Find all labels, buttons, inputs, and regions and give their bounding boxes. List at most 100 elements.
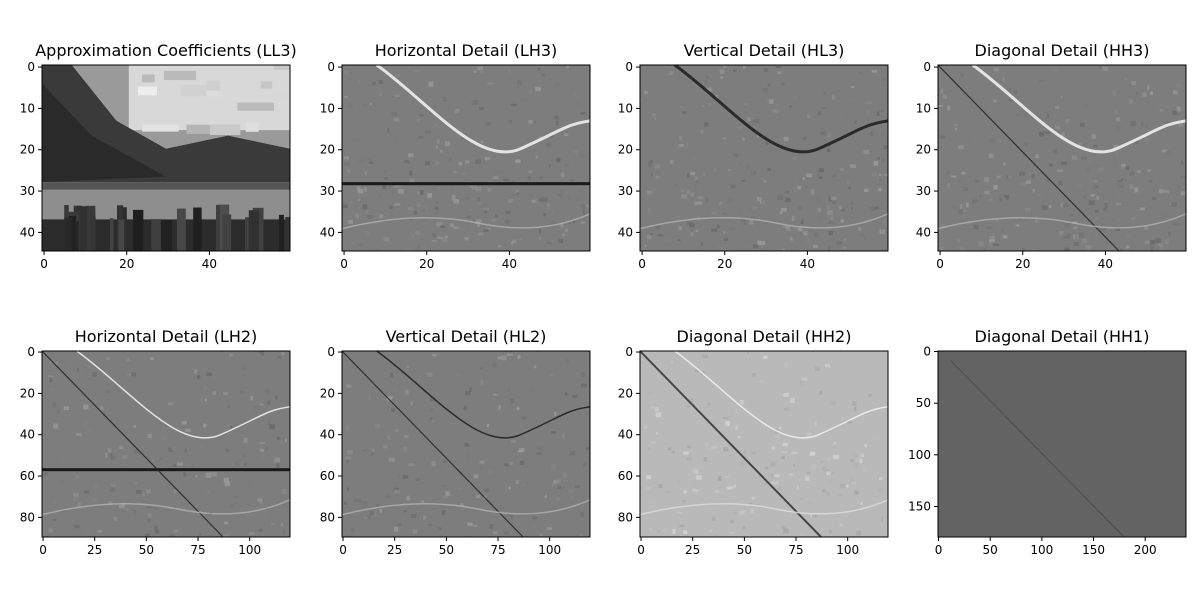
y-tick-label: 40 <box>320 225 335 239</box>
axes-frame <box>639 350 889 538</box>
y-tick-label: 20 <box>20 143 35 157</box>
y-tick-label: 30 <box>20 184 35 198</box>
x-tick-label: 20 <box>119 257 134 271</box>
y-tick-label: 20 <box>320 386 335 400</box>
panel-image <box>42 65 290 251</box>
panel-image <box>938 65 1186 251</box>
y-tick-label: 0 <box>327 60 335 74</box>
x-tick-label: 100 <box>238 543 261 557</box>
x-tick-label: 150 <box>1082 543 1105 557</box>
panel-image <box>42 351 290 537</box>
y-tick-label: 40 <box>916 225 931 239</box>
x-tick-label: 100 <box>836 543 859 557</box>
x-tick-label: 40 <box>1098 257 1113 271</box>
y-tick-label: 40 <box>618 428 633 442</box>
axes-frame <box>341 64 591 252</box>
y-tick-label: 40 <box>20 428 35 442</box>
y-tick-label: 60 <box>618 469 633 483</box>
y-tick-label: 0 <box>27 60 35 74</box>
y-tick-label: 20 <box>618 143 633 157</box>
y-tick-label: 40 <box>320 428 335 442</box>
x-tick-label: 20 <box>419 257 434 271</box>
x-tick-label: 0 <box>40 257 48 271</box>
panel-6: Vertical Detail (HL2) 0 25 50 75 100 0 20 40 60 80 <box>320 327 591 557</box>
panel-1: Approximation Coefficients (LL3)0 20 40010… <box>20 41 297 271</box>
y-tick-label: 60 <box>320 469 335 483</box>
x-tick-label: 0 <box>638 257 646 271</box>
y-tick-label: 80 <box>320 510 335 524</box>
x-tick-label: 200 <box>1134 543 1157 557</box>
y-tick-label: 60 <box>20 469 35 483</box>
x-tick-label: 25 <box>87 543 102 557</box>
panel-image <box>640 65 888 251</box>
panel-title: Vertical Detail (HL3) <box>684 41 845 60</box>
panel-4: Diagonal Detail (HH3) 0 20 40 0 10 20 30 40 <box>916 41 1187 271</box>
panel-image <box>938 351 1186 537</box>
x-tick-label: 0 <box>935 543 943 557</box>
y-tick-label: 0 <box>327 345 335 359</box>
x-tick-label: 40 <box>800 257 815 271</box>
x-tick-label: 25 <box>387 543 402 557</box>
y-tick-label: 0 <box>27 345 35 359</box>
panel-title: Horizontal Detail (LH3) <box>375 41 558 60</box>
x-tick-label: 25 <box>685 543 700 557</box>
panel-image <box>640 351 888 537</box>
y-tick-label: 30 <box>618 184 633 198</box>
x-tick-label: 20 <box>1015 257 1030 271</box>
x-tick-label: 100 <box>1030 543 1053 557</box>
x-tick-label: 50 <box>737 543 752 557</box>
panel-7: Diagonal Detail (HH2) 0 25 50 75 100 0 20 40 60 80 <box>618 327 889 557</box>
x-tick-label: 75 <box>788 543 803 557</box>
y-tick-label: 30 <box>320 184 335 198</box>
x-tick-label: 75 <box>190 543 205 557</box>
x-tick-label: 0 <box>339 543 347 557</box>
x-tick-label: 0 <box>39 543 47 557</box>
y-tick-label: 80 <box>618 510 633 524</box>
y-tick-label: 50 <box>916 396 931 410</box>
x-tick-label: 50 <box>439 543 454 557</box>
axes-frame <box>41 64 291 252</box>
axes-frame <box>341 350 591 538</box>
x-tick-label: 0 <box>637 543 645 557</box>
panel-3: Vertical Detail (HL3) 0 20 40 0 10 20 30 40 <box>618 41 889 271</box>
y-tick-label: 40 <box>20 225 35 239</box>
axes-frame <box>937 350 1187 538</box>
panel-8: Diagonal Detail (HH1) 0 50 100 150 200 0 50 100 1… <box>908 327 1187 557</box>
y-tick-label: 0 <box>625 60 633 74</box>
panel-title: Horizontal Detail (LH2) <box>75 327 258 346</box>
y-tick-label: 20 <box>618 386 633 400</box>
panel-title: Diagonal Detail (HH3) <box>975 41 1150 60</box>
panel-title: Diagonal Detail (HH1) <box>975 327 1150 346</box>
x-tick-label: 75 <box>490 543 505 557</box>
x-tick-label: 20 <box>717 257 732 271</box>
panel-title: Approximation Coefficients (LL3) <box>35 41 297 60</box>
axes-frame <box>41 350 291 538</box>
x-tick-label: 40 <box>202 257 217 271</box>
axes-frame <box>639 64 889 252</box>
y-tick-label: 0 <box>625 345 633 359</box>
y-tick-label: 10 <box>916 101 931 115</box>
y-tick-label: 0 <box>923 60 931 74</box>
x-tick-label: 0 <box>340 257 348 271</box>
axes-frame <box>937 64 1187 252</box>
x-tick-label: 50 <box>983 543 998 557</box>
x-tick-label: 100 <box>538 543 561 557</box>
panel-image <box>342 351 590 537</box>
panel-title: Diagonal Detail (HH2) <box>677 327 852 346</box>
y-tick-label: 0 <box>923 345 931 359</box>
y-tick-label: 80 <box>20 510 35 524</box>
panel-2: Horizontal Detail (LH3) 0 20 40 0 10 20 30 40 <box>320 41 591 271</box>
panel-title: Vertical Detail (HL2) <box>386 327 547 346</box>
panel-image <box>342 65 590 251</box>
x-tick-label: 0 <box>936 257 944 271</box>
y-tick-label: 10 <box>20 101 35 115</box>
panel-5: Horizontal Detail (LH2) 0 25 50 75 100 0 20 40 60… <box>20 327 291 557</box>
y-tick-label: 10 <box>618 101 633 115</box>
x-tick-label: 40 <box>502 257 517 271</box>
y-tick-label: 150 <box>908 500 931 514</box>
y-tick-label: 20 <box>320 143 335 157</box>
y-tick-label: 10 <box>320 101 335 115</box>
y-tick-label: 20 <box>916 143 931 157</box>
y-tick-label: 100 <box>908 448 931 462</box>
